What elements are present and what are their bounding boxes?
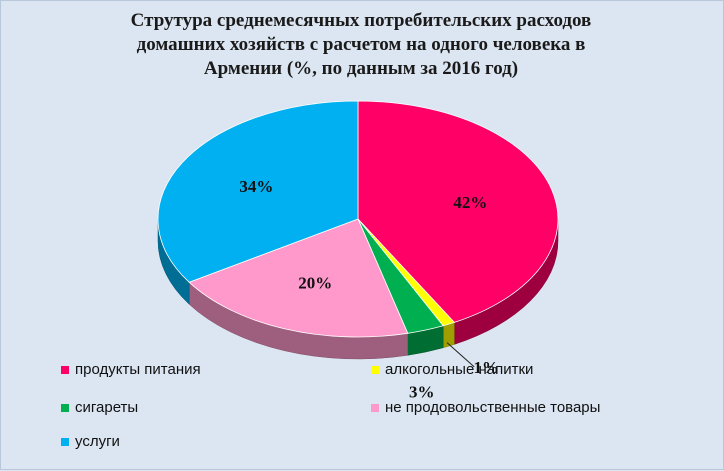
pie-slice-food — [357, 100, 559, 323]
chart-title: Струтура среднемесячных потребительских … — [61, 9, 661, 81]
leader-line-alcohol — [446, 342, 475, 368]
chart-title-line-2: домашних хозяйств с расчетом на одного ч… — [136, 34, 586, 55]
chart-title-line-1: Струтура среднемесячных потребительских … — [130, 10, 592, 31]
pie-slice-services — [157, 100, 359, 283]
chart-title-line-3: Армении (%, по данным за 2016 год) — [203, 58, 519, 79]
pie-label-services: 34% — [239, 177, 273, 196]
pie-top — [157, 100, 559, 338]
pie-label-alcohol: 1% — [473, 358, 499, 377]
pie-label-food: 42% — [453, 193, 487, 212]
pie-labels: 42% 1% 3% 20% 34% — [239, 177, 499, 401]
pie-label-cigarettes: 3% — [409, 382, 435, 401]
pie-slice-nonfood — [188, 218, 409, 338]
pie-label-nonfood: 20% — [298, 274, 332, 293]
